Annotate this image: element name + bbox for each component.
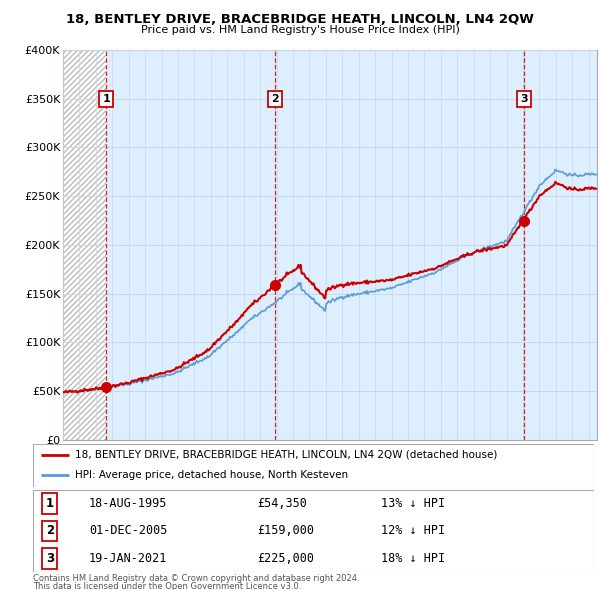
Text: 3: 3 bbox=[46, 552, 54, 565]
Text: 19-JAN-2021: 19-JAN-2021 bbox=[89, 552, 167, 565]
Text: 18-AUG-1995: 18-AUG-1995 bbox=[89, 497, 167, 510]
Text: 1: 1 bbox=[103, 94, 110, 104]
Text: 2: 2 bbox=[46, 525, 54, 537]
Text: Price paid vs. HM Land Registry's House Price Index (HPI): Price paid vs. HM Land Registry's House … bbox=[140, 25, 460, 35]
Polygon shape bbox=[63, 50, 106, 440]
Text: £159,000: £159,000 bbox=[257, 525, 314, 537]
Text: 18% ↓ HPI: 18% ↓ HPI bbox=[381, 552, 445, 565]
Text: 18, BENTLEY DRIVE, BRACEBRIDGE HEATH, LINCOLN, LN4 2QW: 18, BENTLEY DRIVE, BRACEBRIDGE HEATH, LI… bbox=[66, 13, 534, 26]
Text: 18, BENTLEY DRIVE, BRACEBRIDGE HEATH, LINCOLN, LN4 2QW (detached house): 18, BENTLEY DRIVE, BRACEBRIDGE HEATH, LI… bbox=[75, 450, 497, 460]
Text: 1: 1 bbox=[46, 497, 54, 510]
Text: 3: 3 bbox=[520, 94, 527, 104]
Text: £225,000: £225,000 bbox=[257, 552, 314, 565]
Text: 2: 2 bbox=[271, 94, 279, 104]
Text: 12% ↓ HPI: 12% ↓ HPI bbox=[381, 525, 445, 537]
Text: This data is licensed under the Open Government Licence v3.0.: This data is licensed under the Open Gov… bbox=[33, 582, 301, 590]
Text: 13% ↓ HPI: 13% ↓ HPI bbox=[381, 497, 445, 510]
Text: Contains HM Land Registry data © Crown copyright and database right 2024.: Contains HM Land Registry data © Crown c… bbox=[33, 574, 359, 583]
Text: HPI: Average price, detached house, North Kesteven: HPI: Average price, detached house, Nort… bbox=[75, 470, 348, 480]
Text: 01-DEC-2005: 01-DEC-2005 bbox=[89, 525, 167, 537]
Text: £54,350: £54,350 bbox=[257, 497, 307, 510]
